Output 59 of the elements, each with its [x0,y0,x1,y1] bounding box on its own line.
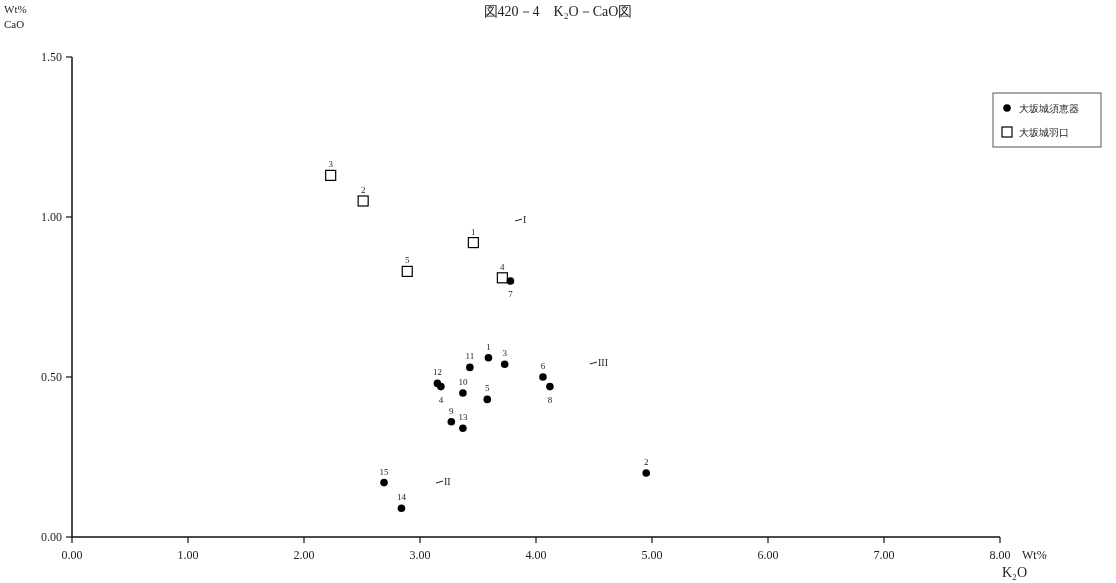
annotation: 4 [500,261,506,272]
x-tick-label: 1.00 [177,548,199,562]
annotation: 2 [360,185,366,195]
x-tick-label: 5.00 [641,548,663,562]
point [447,418,456,426]
annotation: 10 [458,377,468,387]
annotation: 8 [547,394,553,405]
annotation: 5 [404,255,410,266]
point [506,277,515,285]
point [433,379,442,388]
point [546,382,554,391]
point [325,169,337,181]
annotation: 12 [432,367,442,378]
point [642,469,650,477]
point [459,424,467,432]
annotation: 2 [643,457,649,467]
x-tick-label: 6.00 [757,548,779,562]
legend-label: 大坂城須恵器 [1019,103,1079,114]
point [357,195,369,207]
point [397,504,406,512]
annotation: 3 [502,348,508,359]
point [496,272,508,284]
annotation: 5 [485,383,491,394]
point [380,478,388,487]
x-tick-label: 8.00 [989,548,1011,562]
x-tick-label: 4.00 [525,548,547,562]
annotation: 11 [465,351,475,362]
annotation: 4 [438,394,444,405]
annotation: 1 [471,226,476,237]
annotation: 14 [396,492,407,503]
point [467,237,479,249]
point [466,363,474,372]
point [459,389,467,397]
x-tick-label: 3.00 [409,548,431,562]
annotation: 15 [379,466,390,477]
annotation: 1 [486,341,491,352]
y-tick-label: 1.50 [41,50,62,64]
point [539,373,547,381]
x-tick-label: 7.00 [873,548,895,562]
annotation: I [523,214,527,225]
point [483,395,492,404]
y-tick-label: 0.50 [41,370,62,384]
legend-label: 大坂城羽口 [1019,127,1069,138]
point [401,265,413,277]
annotation: III [598,357,608,368]
y-tick-label: 0.00 [41,530,62,544]
x-tick-label: 0.00 [61,548,83,562]
x-tick-label: 2.00 [293,548,315,562]
annotation: 9 [449,405,455,416]
annotation: II [444,476,451,487]
annotation: 7 [508,289,514,299]
y-tick-label: 1.00 [41,210,62,224]
annotation: 3 [328,159,334,170]
annotation: 6 [540,361,546,371]
annotation: 13 [458,412,468,423]
chart-title: 図420－4 K₂O－CaO図 [483,4,633,19]
point [500,360,509,368]
y-axis-title: Wt% CaO [4,3,27,30]
point [484,354,493,362]
